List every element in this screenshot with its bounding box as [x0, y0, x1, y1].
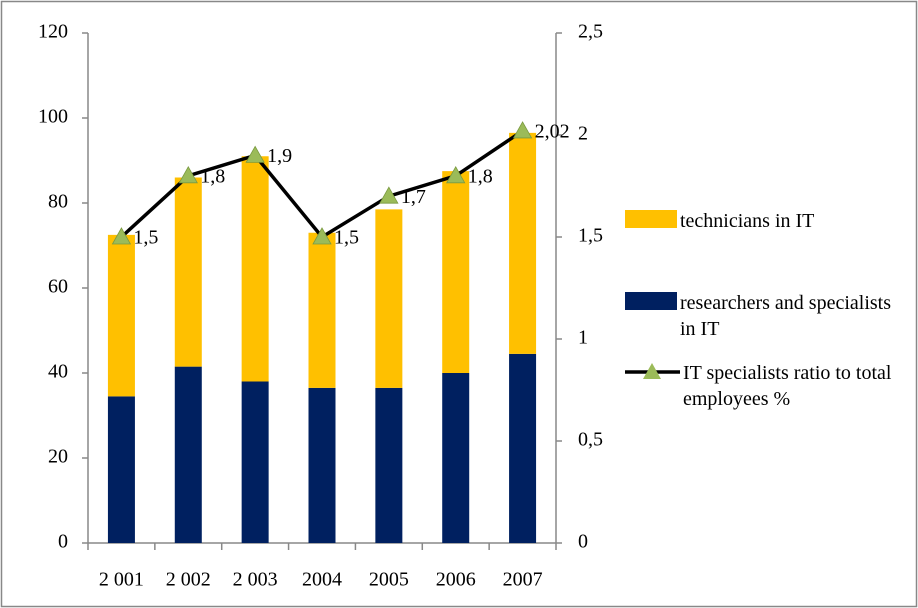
x-tick-label: 2005	[369, 569, 409, 591]
y2-tick-label: 2	[578, 123, 588, 145]
y-tick-label: 60	[48, 276, 68, 298]
y2-tick-label: 2,5	[578, 21, 603, 43]
bar-segment	[308, 387, 336, 543]
bar-segment	[442, 171, 470, 373]
legend-label: technicians in IT	[680, 210, 815, 232]
bar-segment	[107, 234, 135, 397]
y-tick-label: 0	[58, 531, 68, 553]
bar-segment	[174, 177, 202, 367]
x-tick-label: 2007	[503, 569, 543, 591]
legend-label: IT specialists ratio to total employees …	[683, 362, 892, 410]
bar-segment	[241, 156, 269, 382]
y2-tick-label: 1,5	[578, 225, 603, 247]
x-tick-label: 2 002	[166, 569, 211, 591]
data-label: 1,7	[401, 186, 426, 208]
data-label: 1,8	[200, 165, 225, 187]
bar-segment	[241, 381, 269, 543]
bar-segment	[509, 353, 537, 543]
y2-tick-label: 0	[578, 531, 588, 553]
y-tick-label: 120	[38, 21, 68, 43]
legend-swatch	[625, 292, 677, 310]
bar-segment	[107, 396, 135, 543]
line-marker	[312, 227, 332, 245]
x-tick-label: 2004	[302, 569, 342, 591]
line-marker	[512, 121, 533, 139]
legend-swatch	[625, 210, 677, 228]
data-label: 1,8	[468, 165, 493, 187]
y-tick-label: 100	[38, 106, 68, 128]
y-tick-label: 80	[48, 191, 68, 213]
x-tick-label: 2 003	[233, 569, 278, 591]
y2-tick-label: 1	[578, 327, 588, 349]
y2-tick-label: 0,5	[578, 429, 603, 451]
legend-marker	[643, 363, 661, 379]
legend-label: researchers and specialists in IT	[680, 292, 892, 340]
bar-segment	[375, 387, 403, 543]
bar-segment	[509, 132, 537, 354]
x-tick-label: 2006	[436, 569, 476, 591]
bar-segment	[308, 232, 336, 388]
data-label: 1,5	[133, 227, 158, 249]
y-tick-label: 20	[48, 446, 68, 468]
data-label: 2,02	[535, 121, 570, 143]
line-marker	[178, 165, 198, 184]
data-label: 1,9	[267, 145, 292, 167]
bar-segment	[375, 209, 403, 388]
line-marker	[446, 165, 466, 184]
line-marker	[245, 145, 265, 163]
bar-segment	[442, 373, 470, 543]
line-marker	[379, 186, 399, 204]
y-tick-label: 40	[48, 361, 68, 383]
line-marker	[111, 227, 132, 245]
x-tick-label: 2 001	[99, 569, 144, 591]
bar-segment	[174, 366, 202, 543]
data-label: 1,5	[334, 227, 359, 249]
